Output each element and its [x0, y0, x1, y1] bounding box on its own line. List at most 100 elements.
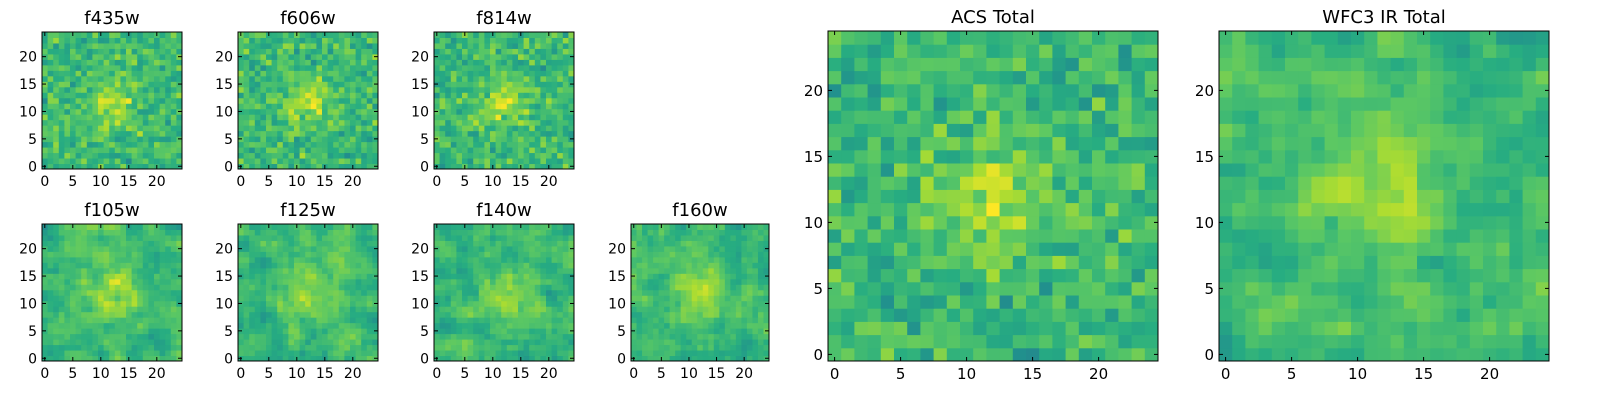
heatmap-cell: [170, 311, 177, 318]
heatmap-cell: [58, 136, 65, 143]
heatmap-cell: [642, 355, 649, 362]
heatmap-cell: [568, 141, 575, 148]
heatmap-cell: [322, 59, 329, 66]
heatmap-cell: [631, 344, 638, 351]
heatmap-cell: [456, 81, 463, 88]
heatmap-cell: [142, 141, 149, 148]
heatmap-cell: [462, 119, 469, 126]
heatmap-cell: [495, 81, 502, 88]
heatmap-cell: [81, 97, 88, 104]
heatmap-cell: [254, 295, 261, 302]
heatmap-cell: [271, 158, 278, 165]
heatmap-cell: [170, 59, 177, 66]
heatmap-cell: [254, 322, 261, 329]
heatmap-cell: [58, 53, 65, 60]
heatmap-cell: [238, 130, 245, 137]
heatmap-cell: [534, 75, 541, 82]
heatmap-cell: [1065, 347, 1080, 362]
heatmap-cell: [109, 295, 116, 302]
heatmap-cell: [64, 75, 71, 82]
heatmap-cell: [170, 64, 177, 71]
heatmap-cell: [730, 240, 737, 247]
heatmap-cell: [880, 242, 895, 256]
heatmap-cell: [92, 125, 99, 132]
heatmap-cell: [1144, 281, 1159, 296]
heatmap-cell: [58, 251, 65, 258]
heatmap-cell: [170, 114, 177, 121]
heatmap-cell: [58, 75, 65, 82]
heatmap-cell: [366, 152, 373, 159]
heatmap-cell: [664, 311, 671, 318]
heatmap-cell: [1065, 255, 1080, 270]
heatmap-cell: [81, 147, 88, 154]
heatmap-cell: [434, 311, 441, 318]
heatmap-cell: [462, 158, 469, 165]
heatmap-cell: [58, 114, 65, 121]
heatmap-cell: [103, 130, 110, 137]
heatmap-cell: [288, 306, 295, 313]
heatmap-cell: [86, 273, 93, 280]
heatmap-cell: [98, 333, 105, 340]
heatmap-cell: [642, 229, 649, 236]
heatmap-cell: [58, 158, 65, 165]
heatmap-cell: [523, 267, 530, 274]
heatmap-cell: [691, 278, 698, 285]
heatmap-cell: [631, 322, 638, 329]
heatmap-cell: [540, 158, 547, 165]
heatmap-cell: [1012, 281, 1027, 296]
heatmap-cell: [445, 229, 452, 236]
heatmap-cell: [534, 229, 541, 236]
heatmap-cell: [131, 224, 138, 230]
heatmap-cell: [294, 262, 301, 269]
heatmap-cell: [1039, 308, 1053, 322]
heatmap-cell: [316, 64, 323, 71]
heatmap-cell: [53, 333, 60, 340]
heatmap-cell: [294, 234, 301, 241]
heatmap-cell: [126, 344, 133, 351]
heatmap-cell: [47, 306, 54, 313]
heatmap-cell: [841, 268, 855, 283]
heatmap-cell: [355, 262, 362, 269]
heatmap-cell: [109, 64, 116, 71]
heatmap-cell: [724, 333, 731, 340]
heatmap-cell: [249, 119, 256, 126]
heatmap-cell: [434, 37, 441, 44]
heatmap-cell: [109, 267, 116, 274]
heatmap-cell: [501, 130, 508, 137]
heatmap-cell: [81, 92, 88, 99]
heatmap-cell: [675, 273, 682, 280]
heatmap-cell: [137, 158, 144, 165]
heatmap-cell: [478, 224, 485, 230]
heatmap-cell: [126, 125, 133, 132]
heatmap-cell: [741, 229, 748, 236]
heatmap-cell: [333, 81, 340, 88]
heatmap-cell: [1131, 163, 1146, 177]
heatmap-cell: [495, 234, 502, 241]
heatmap-cell: [327, 92, 334, 99]
heatmap-cell: [260, 234, 267, 241]
heatmap-cell: [636, 317, 643, 324]
heatmap-cell: [568, 240, 575, 247]
heatmap-cell: [75, 245, 82, 252]
heatmap-cell: [642, 245, 649, 252]
heatmap-cell: [473, 284, 480, 291]
heatmap-cell: [282, 86, 289, 93]
heatmap-cell: [473, 32, 480, 38]
heatmap-cell: [277, 125, 284, 132]
heatmap-cell: [159, 262, 166, 269]
heatmap-cell: [366, 339, 373, 346]
heatmap-cell: [763, 224, 770, 230]
heatmap-cell: [523, 328, 530, 335]
heatmap-cell: [299, 97, 306, 104]
heatmap-cell: [148, 163, 155, 170]
heatmap-cell: [103, 256, 110, 263]
heatmap-cell: [305, 81, 312, 88]
heatmap-cell: [154, 97, 161, 104]
heatmap-cell: [47, 300, 54, 307]
heatmap-cell: [243, 130, 250, 137]
heatmap-cell: [467, 306, 474, 313]
heatmap-cell: [271, 75, 278, 82]
heatmap-cell: [126, 311, 133, 318]
heatmap-cell: [854, 149, 869, 164]
